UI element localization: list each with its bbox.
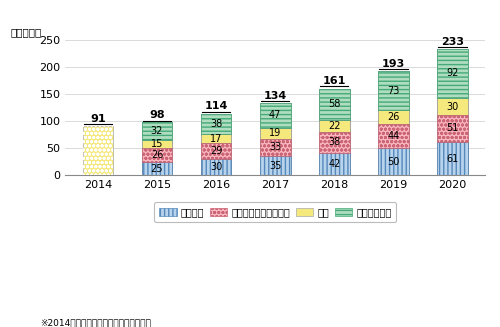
Text: 42: 42 xyxy=(328,159,340,169)
Text: 33: 33 xyxy=(269,143,281,152)
Bar xyxy=(260,128,290,139)
Bar xyxy=(378,71,409,110)
Bar xyxy=(82,126,113,175)
Bar xyxy=(319,153,350,175)
Text: 61: 61 xyxy=(446,154,458,164)
Bar xyxy=(200,113,232,134)
Text: 73: 73 xyxy=(387,86,400,95)
Text: ※2014の出荷台数地域別内訳データなし: ※2014の出荷台数地域別内訳データなし xyxy=(40,318,151,327)
Text: 30: 30 xyxy=(210,162,222,172)
Bar xyxy=(200,144,232,159)
Bar xyxy=(260,103,290,128)
Bar xyxy=(200,134,232,144)
Bar xyxy=(142,162,172,175)
Text: 92: 92 xyxy=(446,68,458,78)
Text: 17: 17 xyxy=(210,134,222,144)
Bar xyxy=(142,148,172,162)
Text: 38: 38 xyxy=(328,137,340,147)
Text: 44: 44 xyxy=(388,131,400,141)
Text: 30: 30 xyxy=(446,102,458,112)
Text: 29: 29 xyxy=(210,146,222,156)
Text: 58: 58 xyxy=(328,99,340,109)
Bar xyxy=(200,159,232,175)
Bar xyxy=(437,115,468,142)
Bar xyxy=(260,156,290,175)
Text: 32: 32 xyxy=(151,126,163,136)
Text: （億ドル）: （億ドル） xyxy=(11,27,42,37)
Bar xyxy=(378,148,409,175)
Text: 51: 51 xyxy=(446,124,458,133)
Bar xyxy=(319,89,350,120)
Text: 114: 114 xyxy=(204,101,228,112)
Text: 193: 193 xyxy=(382,59,405,69)
Bar xyxy=(260,139,290,156)
Text: 22: 22 xyxy=(328,121,340,131)
Text: 98: 98 xyxy=(149,110,165,120)
Text: 47: 47 xyxy=(269,111,281,120)
Text: 25: 25 xyxy=(150,164,163,174)
Text: 19: 19 xyxy=(269,129,281,138)
Bar xyxy=(437,48,468,98)
Bar xyxy=(142,122,172,140)
Bar xyxy=(378,71,409,110)
Bar xyxy=(437,115,468,142)
Text: 26: 26 xyxy=(387,112,400,122)
Bar xyxy=(200,113,232,134)
Text: 233: 233 xyxy=(441,37,464,47)
Bar xyxy=(200,144,232,159)
Bar xyxy=(142,140,172,148)
Bar xyxy=(260,156,290,175)
Bar xyxy=(437,142,468,175)
Bar xyxy=(319,153,350,175)
Bar xyxy=(319,132,350,153)
Bar xyxy=(260,103,290,128)
Text: 50: 50 xyxy=(387,157,400,167)
Text: 161: 161 xyxy=(322,76,346,86)
Bar xyxy=(437,142,468,175)
Bar xyxy=(378,110,409,125)
Bar xyxy=(319,89,350,120)
Text: 134: 134 xyxy=(264,91,287,101)
Bar xyxy=(319,120,350,132)
Bar xyxy=(200,159,232,175)
Bar xyxy=(142,122,172,140)
Text: 26: 26 xyxy=(151,150,163,160)
Text: 15: 15 xyxy=(151,139,163,149)
Text: 91: 91 xyxy=(90,114,106,124)
Bar xyxy=(378,148,409,175)
Bar xyxy=(142,162,172,175)
Bar xyxy=(260,139,290,156)
Bar xyxy=(378,125,409,148)
Bar xyxy=(319,132,350,153)
Bar xyxy=(378,125,409,148)
Bar xyxy=(142,148,172,162)
Text: 35: 35 xyxy=(269,161,281,171)
Text: 38: 38 xyxy=(210,119,222,129)
Bar xyxy=(437,98,468,115)
Bar xyxy=(82,126,113,175)
Bar xyxy=(437,48,468,98)
Legend: 南北米州, 欧州・中東・アフリカ, 日本, その他アジア: 南北米州, 欧州・中東・アフリカ, 日本, その他アジア xyxy=(154,202,396,222)
